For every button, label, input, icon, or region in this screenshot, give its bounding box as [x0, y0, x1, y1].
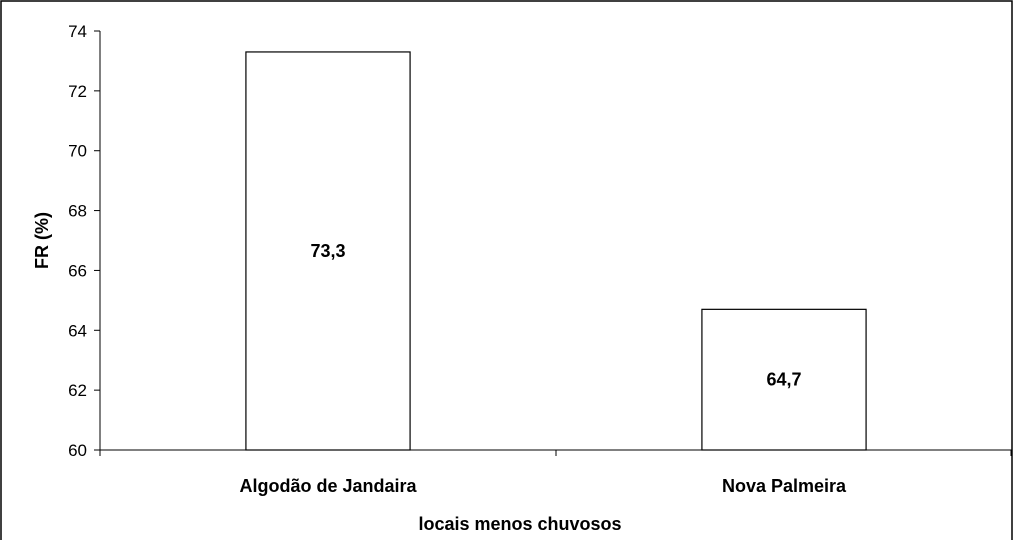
y-tick-label: 66 [68, 261, 87, 280]
x-axis-ticks: Algodão de Jandaira Nova Palmeira [99, 450, 1012, 496]
y-tick-label: 72 [68, 82, 87, 101]
x-category-label: Algodão de Jandaira [239, 476, 417, 496]
y-axis-ticks: 60 62 64 66 68 70 72 74 [68, 22, 100, 460]
x-category-label: Nova Palmeira [722, 476, 847, 496]
y-axis-title: FR (%) [32, 212, 52, 269]
bar-data-label: 73,3 [310, 241, 345, 261]
y-tick-label: 60 [68, 441, 87, 460]
y-tick-label: 70 [68, 142, 87, 161]
y-tick-label: 74 [68, 22, 87, 41]
y-tick-label: 68 [68, 202, 87, 221]
y-tick-label: 62 [68, 381, 87, 400]
x-axis-title: locais menos chuvosos [418, 514, 621, 534]
y-tick-label: 64 [68, 321, 87, 340]
bars: 73,3 64,7 [245, 51, 867, 451]
bar [701, 308, 867, 451]
bar-data-label: 64,7 [766, 370, 801, 390]
bar [245, 51, 411, 451]
